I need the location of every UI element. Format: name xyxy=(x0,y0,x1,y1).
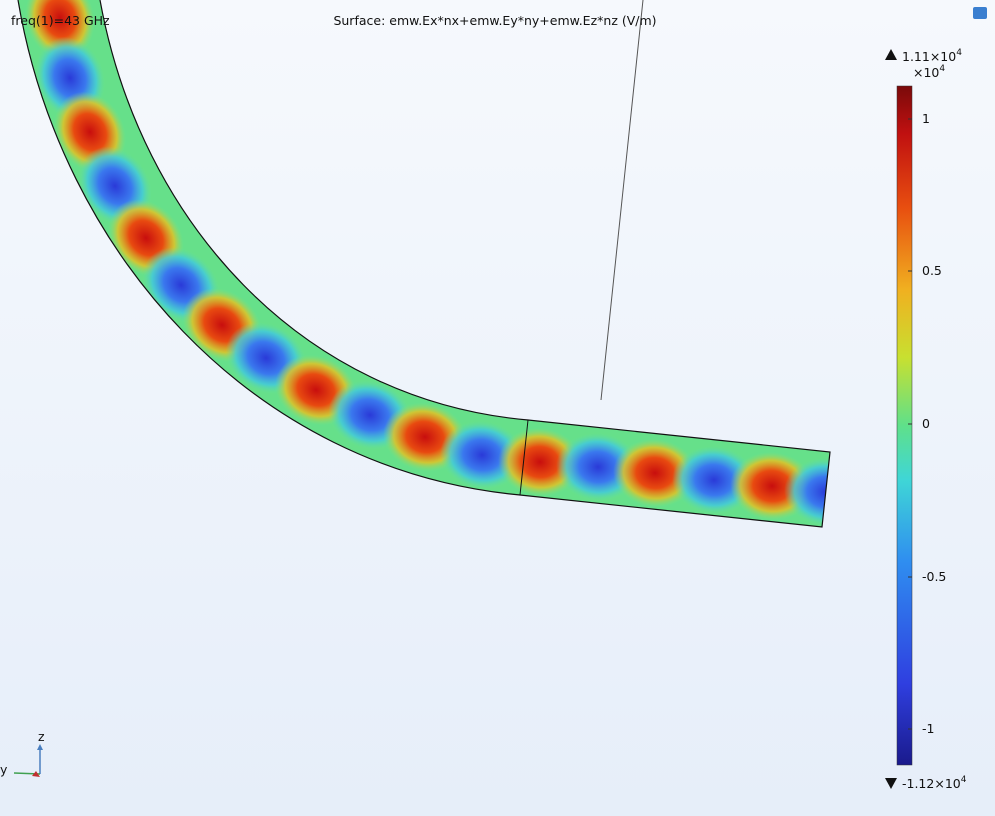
field-blob xyxy=(25,0,95,60)
boundary xyxy=(519,419,529,496)
toolbar-icon[interactable] xyxy=(973,7,987,19)
edge-line xyxy=(600,0,644,401)
colorbar-min: -1.12×104 xyxy=(902,775,967,791)
axis-z-label: z xyxy=(38,729,45,744)
colorbar-tick-label: -0.5 xyxy=(922,569,946,584)
colorbar-tick-label: -1 xyxy=(922,721,934,736)
max-exponent: 4 xyxy=(956,48,962,58)
colorbar-max: 1.11×104 xyxy=(902,48,962,64)
min-exponent: 4 xyxy=(961,775,967,785)
plot-title: Surface: emw.Ex*nx+emw.Ey*ny+emw.Ez*nz (… xyxy=(333,13,656,28)
max-base: 1.11×10 xyxy=(902,49,956,64)
colorbar-multiplier: ×104 xyxy=(913,64,945,80)
min-base: -1.12×10 xyxy=(902,776,961,791)
colorbar-tick-label: 0 xyxy=(922,416,930,431)
axis-triad: z y xyxy=(0,729,45,777)
max-marker xyxy=(885,49,897,60)
parameter-label: freq(1)=43 GHz xyxy=(11,13,110,28)
axis-y-label: y xyxy=(0,762,8,777)
multiplier-exponent: 4 xyxy=(939,64,945,74)
waveguide-outline xyxy=(17,0,831,528)
colorbar xyxy=(896,85,913,766)
colorbar-tick-label: 1 xyxy=(922,111,930,126)
min-marker xyxy=(885,778,897,789)
multiplier-base: ×10 xyxy=(913,65,939,80)
colorbar-tick-label: 0.5 xyxy=(922,263,942,278)
